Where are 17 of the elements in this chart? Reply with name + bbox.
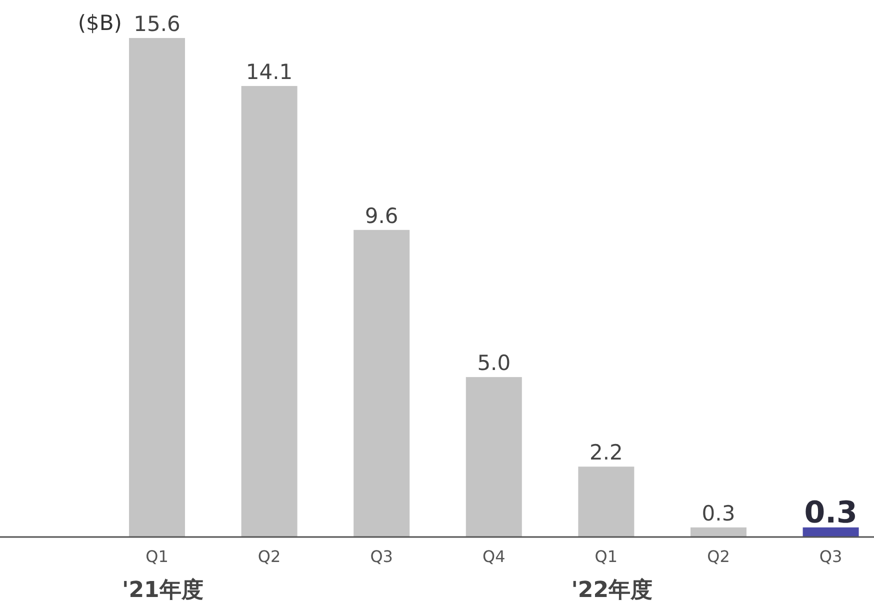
x-tick-label: Q2 — [258, 547, 281, 566]
data-label: 2.2 — [589, 440, 623, 465]
x-tick-label: Q3 — [819, 547, 842, 566]
data-label: 0.3 — [702, 501, 736, 526]
x-tick-label: Q4 — [482, 547, 506, 566]
x-tick-label: Q1 — [146, 547, 168, 566]
y-axis-title: ($B) — [78, 11, 122, 35]
data-label: 0.3 — [804, 495, 858, 530]
data-label: 5.0 — [477, 351, 511, 376]
data-label: 14.1 — [246, 60, 293, 84]
text: '21年度 — [122, 577, 204, 603]
x-tick-label: Q2 — [707, 547, 730, 566]
data-label: 9.6 — [364, 204, 398, 228]
data-label: 15.6 — [134, 12, 180, 36]
x-tick-label: Q3 — [370, 547, 393, 566]
x-tick-label: Q1 — [594, 547, 618, 566]
text: '22年度 — [571, 577, 653, 603]
